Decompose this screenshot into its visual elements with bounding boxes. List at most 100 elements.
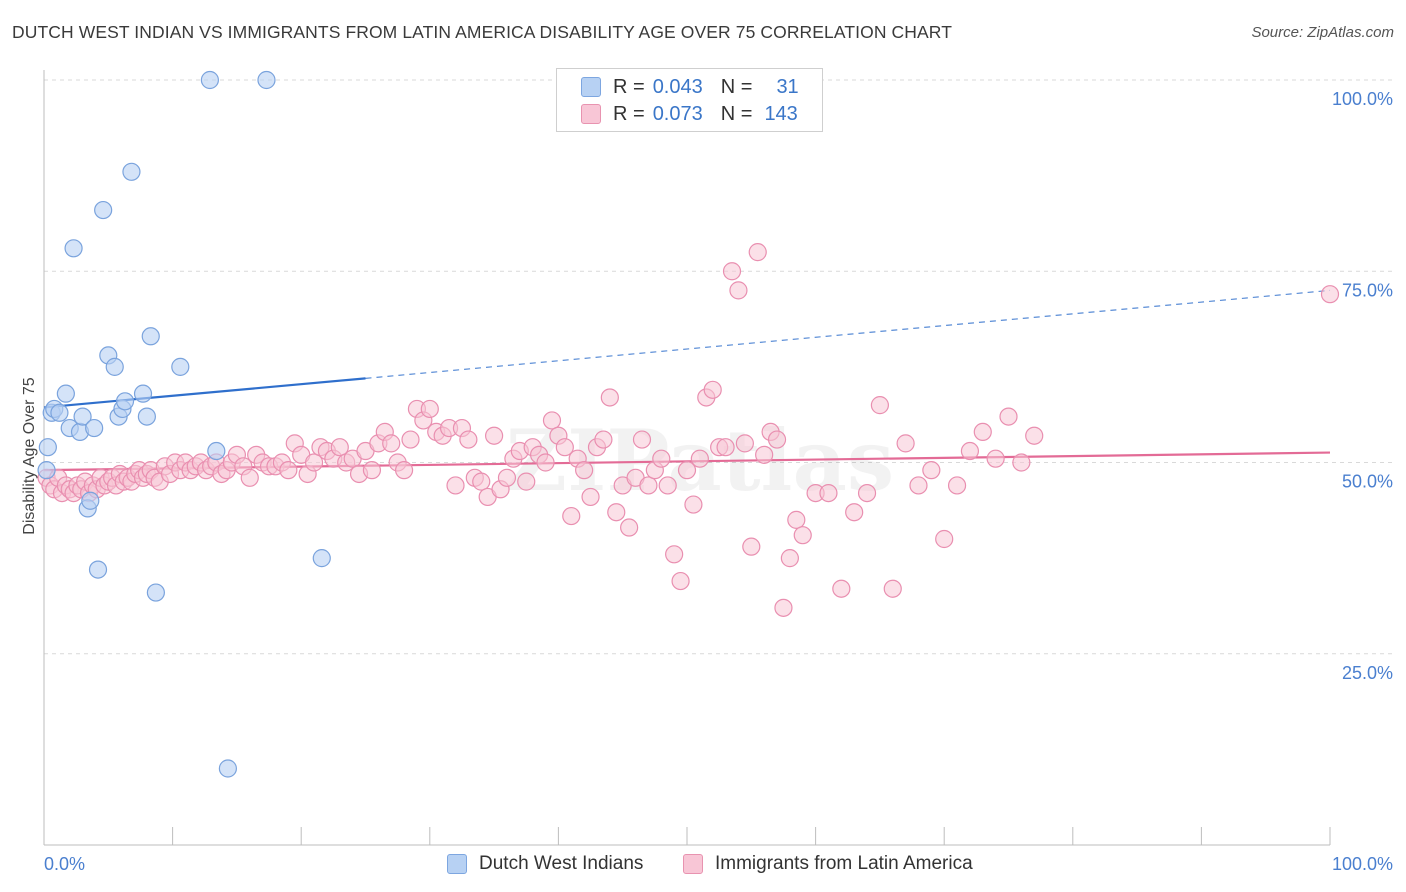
data-point-pink bbox=[748, 243, 767, 262]
trend-line-blue-extension bbox=[365, 289, 1331, 379]
legend-r-value-pink: 0.073 bbox=[652, 102, 703, 125]
data-point-pink bbox=[870, 396, 890, 415]
data-point-blue bbox=[200, 70, 219, 90]
y-tick-label: 25.0% bbox=[1342, 663, 1393, 683]
data-point-blue bbox=[312, 549, 331, 568]
data-point-pink bbox=[639, 476, 658, 495]
legend-row-pink: R = 0.073 N = 143 bbox=[581, 101, 798, 127]
bottom-legend-swatch-pink bbox=[683, 854, 703, 874]
legend-r-label: R = bbox=[613, 102, 645, 125]
data-point-pink bbox=[401, 430, 420, 449]
series-dutch-west-indians bbox=[37, 70, 331, 778]
data-point-pink bbox=[632, 430, 652, 449]
data-point-pink bbox=[973, 422, 992, 441]
data-point-blue bbox=[81, 491, 100, 510]
legend-swatch-pink bbox=[581, 104, 601, 124]
data-point-pink bbox=[909, 476, 928, 495]
data-point-pink bbox=[658, 476, 677, 495]
data-point-pink bbox=[304, 453, 324, 472]
tick-labels: 100.0% 75.0% 50.0% 25.0% 0.0% 100.0% bbox=[44, 89, 1393, 874]
bottom-legend-blue[interactable]: Dutch West Indians bbox=[447, 852, 643, 876]
data-point-pink bbox=[459, 430, 478, 449]
data-point-blue bbox=[94, 200, 113, 220]
trend-line-blue bbox=[43, 377, 366, 409]
data-point-pink bbox=[883, 579, 902, 598]
data-point-pink bbox=[716, 438, 735, 457]
data-point-pink bbox=[382, 434, 401, 453]
data-point-blue bbox=[105, 357, 124, 376]
data-point-blue bbox=[146, 583, 165, 602]
data-point-pink bbox=[472, 472, 491, 491]
data-point-pink bbox=[857, 484, 877, 503]
y-tick-label: 50.0% bbox=[1342, 472, 1393, 492]
data-point-pink bbox=[780, 549, 799, 568]
data-point-pink bbox=[703, 380, 722, 399]
data-point-pink bbox=[652, 449, 671, 468]
data-point-blue bbox=[73, 407, 92, 426]
data-point-pink bbox=[665, 545, 684, 564]
data-point-blue bbox=[56, 384, 75, 403]
data-point-pink bbox=[536, 453, 555, 472]
data-point-pink bbox=[497, 468, 517, 487]
data-point-pink bbox=[787, 510, 806, 529]
legend-n-label: N = bbox=[720, 102, 753, 125]
data-point-pink bbox=[896, 434, 915, 453]
data-point-pink bbox=[1320, 285, 1340, 304]
data-point-blue bbox=[137, 407, 156, 426]
data-point-pink bbox=[677, 461, 697, 480]
data-point-blue bbox=[64, 239, 83, 258]
data-point-pink bbox=[960, 441, 980, 461]
data-point-pink bbox=[485, 426, 504, 445]
y-tick-label: 75.0% bbox=[1342, 280, 1393, 300]
data-point-pink bbox=[774, 598, 793, 617]
data-point-pink bbox=[755, 445, 774, 464]
data-point-blue bbox=[171, 357, 190, 376]
data-point-pink bbox=[722, 262, 742, 281]
data-point-pink bbox=[330, 438, 349, 457]
legend-row-blue: R = 0.043 N = 31 bbox=[581, 74, 799, 100]
data-point-pink bbox=[562, 506, 581, 526]
data-point-pink bbox=[279, 461, 298, 480]
data-point-pink bbox=[620, 518, 639, 537]
bottom-legend-pink[interactable]: Immigrants from Latin America bbox=[683, 852, 973, 876]
data-point-pink bbox=[394, 461, 414, 480]
data-point-pink bbox=[555, 438, 574, 457]
data-point-pink bbox=[684, 495, 703, 514]
data-point-pink bbox=[922, 461, 941, 480]
stats-legend: R = 0.043 N = 31 R = 0.073 N = 143 bbox=[556, 68, 823, 132]
data-point-pink bbox=[832, 579, 851, 598]
bottom-legend-label-blue: Dutch West Indians bbox=[479, 853, 644, 874]
data-point-pink bbox=[986, 449, 1005, 468]
data-point-pink bbox=[671, 571, 690, 591]
data-point-pink bbox=[446, 476, 465, 495]
data-point-pink bbox=[575, 461, 594, 480]
data-point-pink bbox=[742, 537, 761, 556]
data-point-pink bbox=[947, 476, 967, 495]
data-point-blue bbox=[85, 418, 104, 438]
chart-title: DUTCH WEST INDIAN VS IMMIGRANTS FROM LAT… bbox=[12, 22, 952, 42]
data-point-pink bbox=[542, 411, 562, 430]
axes bbox=[43, 70, 1331, 846]
data-point-pink bbox=[793, 526, 812, 545]
data-point-blue bbox=[37, 461, 56, 480]
bottom-legend-swatch-blue bbox=[447, 854, 467, 874]
data-point-pink bbox=[600, 388, 619, 407]
data-point-blue bbox=[50, 403, 69, 422]
data-point-blue bbox=[218, 759, 237, 778]
data-point-pink bbox=[362, 461, 382, 480]
data-point-blue bbox=[257, 70, 276, 90]
data-point-pink bbox=[729, 281, 748, 300]
legend-r-label: R = bbox=[613, 75, 645, 98]
source-label[interactable]: Source: ZipAtlas.com bbox=[1251, 24, 1394, 41]
data-point-pink bbox=[581, 487, 600, 507]
legend-n-label: N = bbox=[720, 75, 753, 98]
y-axis-label: Disability Age Over 75 bbox=[21, 377, 38, 535]
data-point-pink bbox=[999, 407, 1018, 426]
data-point-pink bbox=[594, 430, 613, 449]
legend-n-value-pink: 143 bbox=[764, 102, 798, 125]
x-tick-label: 100.0% bbox=[1332, 854, 1393, 874]
data-point-blue bbox=[88, 560, 108, 579]
data-point-blue bbox=[133, 384, 153, 403]
data-point-blue bbox=[115, 392, 135, 411]
